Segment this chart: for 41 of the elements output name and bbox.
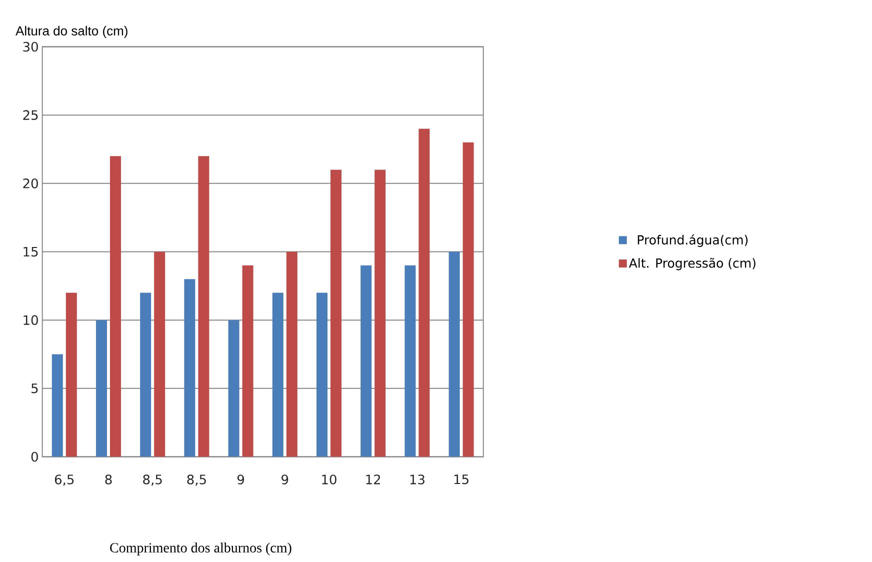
bar	[404, 265, 416, 457]
y-tick-label: 5	[32, 384, 38, 394]
y-tick-label: 20	[23, 178, 38, 188]
bar	[418, 128, 430, 457]
x-tick-label: 8,5	[187, 474, 206, 486]
x-tick-label: 10	[322, 474, 336, 484]
bar	[96, 320, 107, 457]
bar	[52, 354, 63, 457]
x-tick-label: 8,5	[143, 474, 162, 486]
bar	[184, 279, 196, 457]
y-axis-title: Altura do salto (cm)	[16, 26, 128, 38]
bar	[272, 292, 284, 457]
bar	[330, 170, 342, 457]
bar	[360, 265, 372, 457]
x-tick-label: 6,5	[54, 474, 74, 486]
bar	[198, 156, 210, 457]
bar	[242, 265, 254, 457]
y-tick-label: 25	[23, 110, 38, 120]
y-tick-label: 30	[23, 42, 38, 52]
x-tick-label: 9	[237, 474, 244, 484]
x-tick-label: 15	[454, 474, 468, 484]
bar	[140, 292, 152, 457]
bar	[462, 142, 474, 457]
x-tick-label: 8	[105, 474, 112, 484]
bar	[286, 252, 298, 457]
x-tick-label: 13	[410, 474, 424, 484]
x-axis-title: Comprimento dos alburnos (cm)	[110, 542, 292, 556]
x-tick-label: 9	[282, 474, 288, 484]
bar	[374, 170, 386, 457]
y-tick-label: 0	[31, 452, 38, 462]
x-tick-label: 12	[366, 474, 380, 484]
bar	[448, 252, 460, 457]
bar	[154, 252, 166, 457]
legend-label: Alt. Progressão (cm)	[628, 258, 756, 270]
bar	[66, 292, 77, 457]
bar	[228, 320, 240, 457]
y-tick-label: 15	[24, 246, 38, 257]
bar	[316, 292, 328, 457]
bar	[110, 156, 121, 457]
legend-label: Profund.água(cm)	[638, 234, 748, 248]
y-tick-label: 10	[24, 315, 38, 326]
